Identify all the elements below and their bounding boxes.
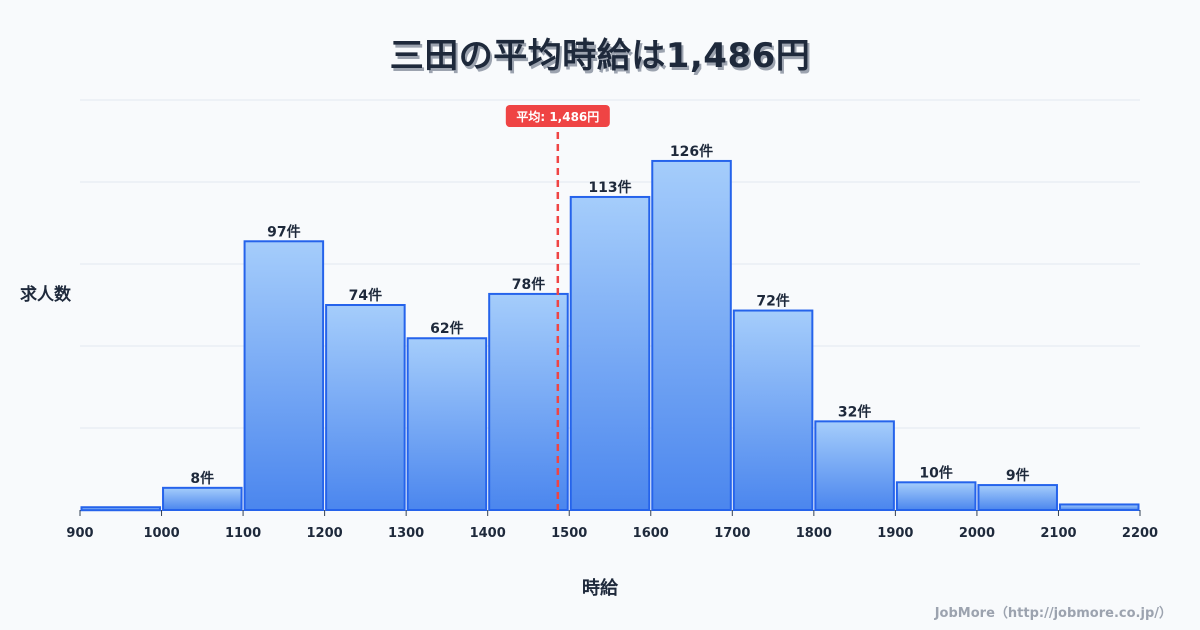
credit-text: JobMore（http://jobmore.co.jp/） [934, 606, 1172, 621]
x-tick-label: 2000 [959, 526, 995, 541]
histogram-bar: 78件 [488, 276, 569, 511]
x-tick-label: 1800 [796, 526, 832, 541]
histogram-bar: 126件 [651, 143, 732, 511]
bar-value-label: 9件 [1006, 467, 1030, 484]
average-badge [505, 105, 610, 127]
histogram-bar: 9件 [977, 467, 1058, 511]
average-label: 平均: 1,486円 [516, 109, 599, 124]
average-line: 平均: 1,486円 [505, 105, 610, 510]
histogram-bar: 113件 [569, 179, 651, 511]
histogram-bar: 10件 [895, 464, 977, 512]
histogram-bar: 72件 [732, 293, 814, 511]
x-tick-label: 1300 [388, 526, 424, 541]
bar-value-label: 62件 [430, 320, 463, 337]
x-tick-label: 1500 [551, 526, 587, 541]
bar-value-label: 74件 [349, 287, 382, 304]
bar-value-label: 78件 [512, 276, 545, 293]
x-tick-label: 1100 [225, 526, 261, 541]
histogram-bar: 32件 [814, 403, 895, 511]
histogram-bar: 97件 [243, 223, 325, 511]
chart-title: 三田の平均時給は1,486円 [389, 36, 811, 76]
x-tick-label: 1200 [307, 526, 343, 541]
x-tick-label: 2200 [1122, 526, 1158, 541]
x-tick-label: 1000 [143, 526, 179, 541]
y-axis-label: 求人数 [20, 285, 71, 305]
histogram-bar [1058, 503, 1140, 512]
bar-value-label: 113件 [588, 179, 631, 196]
histogram-bar [80, 506, 162, 512]
x-tick-label: 1900 [877, 526, 913, 541]
bar-value-label: 8件 [190, 470, 214, 487]
bars: 8件 97件 74件 62件 78件 113件 126件 72件 32件 10件 9件 [80, 143, 1140, 512]
x-tick-label: 2100 [1040, 526, 1076, 541]
bar-value-label: 72件 [756, 293, 789, 310]
x-axis-label: 時給 [582, 578, 618, 599]
x-axis: 900 1000 1100 1200 1300 1400 1500 1600 1700 1800 1… [66, 510, 1158, 541]
histogram-bar: 62件 [406, 320, 488, 512]
histogram-bar: 74件 [325, 287, 406, 511]
bar-value-label: 126件 [670, 143, 713, 160]
x-tick-label: 900 [66, 526, 93, 541]
bar-value-label: 97件 [267, 223, 300, 240]
histogram-bar: 8件 [162, 470, 243, 511]
x-tick-label: 1400 [470, 526, 506, 541]
x-tick-label: 1700 [714, 526, 750, 541]
bar-value-label: 10件 [919, 464, 952, 481]
x-tick-label: 1600 [633, 526, 669, 541]
bar-value-label: 32件 [838, 403, 871, 420]
